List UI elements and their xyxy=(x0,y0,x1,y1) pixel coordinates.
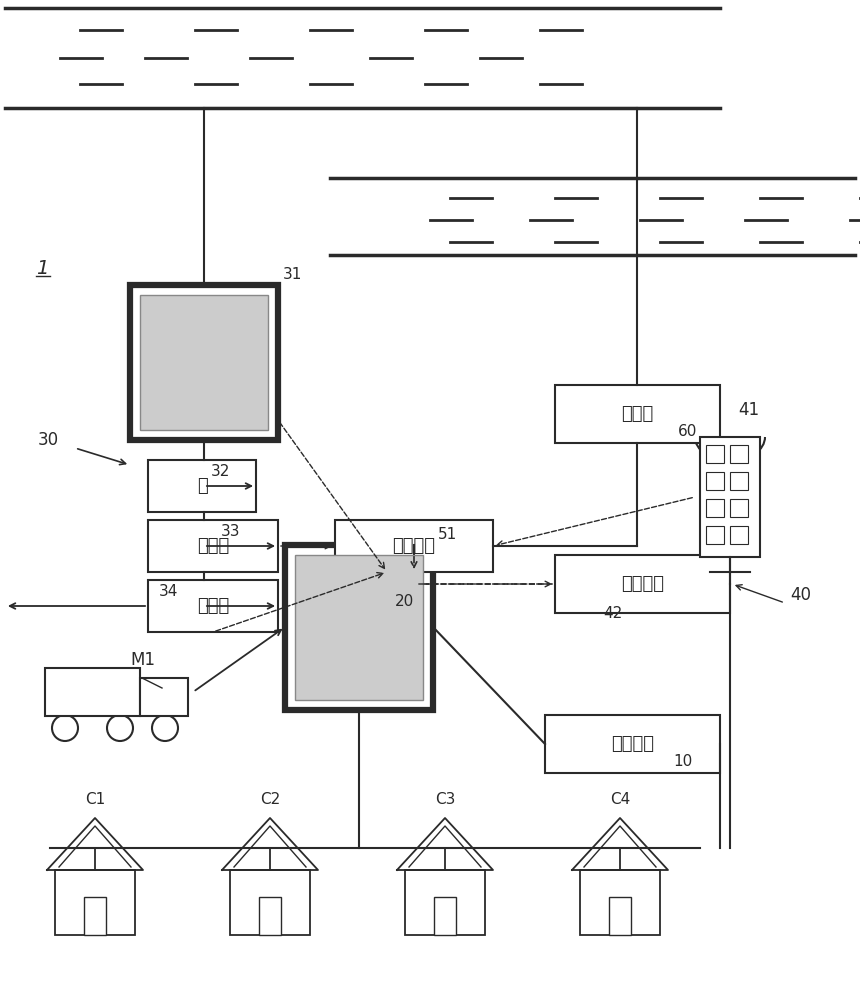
Bar xyxy=(230,870,310,935)
Text: 过滤器: 过滤器 xyxy=(197,597,229,615)
Bar xyxy=(130,285,278,440)
Bar xyxy=(55,870,135,935)
Text: 40: 40 xyxy=(790,586,811,604)
Bar xyxy=(730,445,748,463)
Bar xyxy=(148,460,256,512)
Text: C3: C3 xyxy=(435,792,455,808)
Bar xyxy=(706,526,724,544)
Bar xyxy=(140,678,188,716)
Bar xyxy=(730,472,748,490)
Text: 31: 31 xyxy=(283,267,303,282)
Text: 30: 30 xyxy=(38,431,59,449)
Text: 终端装置: 终端装置 xyxy=(611,735,654,753)
Bar xyxy=(295,555,423,700)
Bar xyxy=(580,870,660,935)
Text: 除浊器: 除浊器 xyxy=(197,537,229,555)
Bar xyxy=(730,526,748,544)
Text: 51: 51 xyxy=(438,527,458,542)
Text: 34: 34 xyxy=(158,584,178,599)
Bar xyxy=(259,897,281,935)
Text: 泵: 泵 xyxy=(197,477,207,495)
Text: 10: 10 xyxy=(673,754,692,770)
Text: C4: C4 xyxy=(610,792,630,808)
Bar xyxy=(285,545,433,710)
Text: 32: 32 xyxy=(211,464,230,480)
Bar xyxy=(609,897,631,935)
Text: 33: 33 xyxy=(221,524,241,540)
Bar xyxy=(555,385,720,443)
Bar xyxy=(555,555,730,613)
Circle shape xyxy=(107,715,133,741)
Bar xyxy=(706,472,724,490)
Bar xyxy=(706,445,724,463)
Text: C2: C2 xyxy=(260,792,280,808)
Circle shape xyxy=(152,715,178,741)
Text: 控制装置: 控制装置 xyxy=(392,537,435,555)
Bar xyxy=(45,668,140,716)
Text: 净水设备: 净水设备 xyxy=(621,575,664,593)
Text: 41: 41 xyxy=(738,401,759,419)
Bar xyxy=(706,499,724,517)
Bar xyxy=(405,870,485,935)
Bar xyxy=(434,897,456,935)
Text: 60: 60 xyxy=(678,424,697,440)
Text: M1: M1 xyxy=(130,651,155,669)
Text: 20: 20 xyxy=(395,593,414,608)
Bar xyxy=(545,715,720,773)
Text: 1: 1 xyxy=(36,258,48,277)
Bar xyxy=(148,580,278,632)
Text: 服务器: 服务器 xyxy=(622,405,654,423)
Bar xyxy=(700,437,760,557)
Text: C1: C1 xyxy=(85,792,105,808)
Circle shape xyxy=(52,715,78,741)
Bar xyxy=(335,520,493,572)
Bar xyxy=(730,499,748,517)
Bar xyxy=(148,520,278,572)
Bar xyxy=(140,295,268,430)
Bar xyxy=(84,897,106,935)
Text: 42: 42 xyxy=(603,606,622,621)
